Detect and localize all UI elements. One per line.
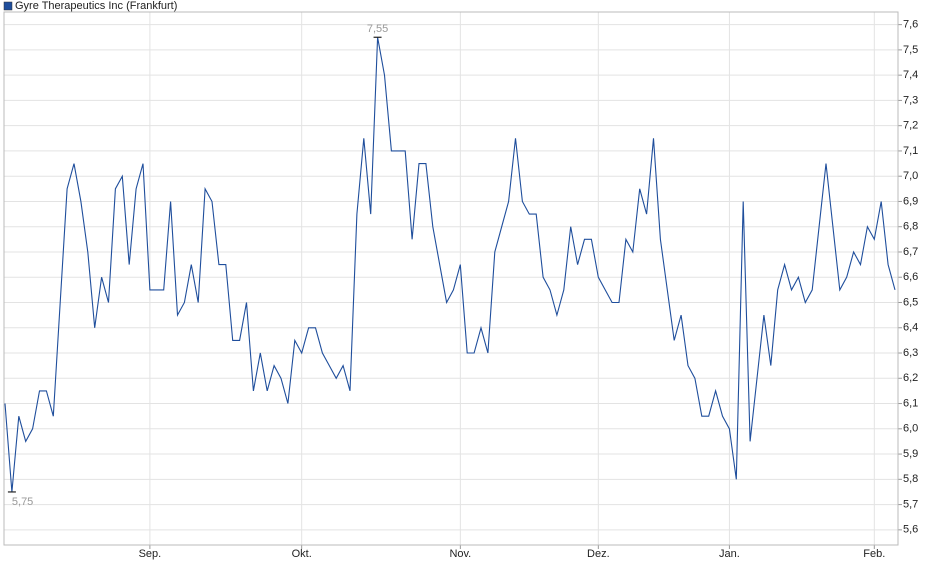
y-tick-label: 7,4 bbox=[903, 69, 918, 81]
x-tick-label: Jan. bbox=[719, 548, 740, 560]
y-tick-label: 6,5 bbox=[903, 296, 918, 308]
y-tick-label: 6,8 bbox=[903, 221, 918, 233]
y-tick-label: 5,7 bbox=[903, 498, 918, 510]
y-tick-label: 7,1 bbox=[903, 145, 918, 157]
x-tick-label: Sep. bbox=[139, 548, 162, 560]
y-tick-label: 7,0 bbox=[903, 170, 918, 182]
price-line bbox=[4, 37, 896, 493]
x-tick-label: Nov. bbox=[449, 548, 471, 560]
extreme-label: 7,55 bbox=[367, 23, 388, 35]
extreme-label: 5,75 bbox=[12, 496, 33, 508]
y-tick-label: 6,6 bbox=[903, 271, 918, 283]
legend-swatch bbox=[3, 1, 13, 11]
y-tick-label: 7,6 bbox=[903, 19, 918, 31]
y-tick-label: 6,0 bbox=[903, 423, 918, 435]
legend-label: Gyre Therapeutics Inc (Frankfurt) bbox=[15, 0, 177, 12]
x-tick-label: Feb. bbox=[863, 548, 885, 560]
plot-border bbox=[3, 11, 899, 546]
y-tick-label: 6,4 bbox=[903, 322, 918, 334]
y-tick-label: 6,9 bbox=[903, 195, 918, 207]
y-tick-label: 7,2 bbox=[903, 120, 918, 132]
y-tick-label: 6,2 bbox=[903, 372, 918, 384]
x-tick-label: Dez. bbox=[587, 548, 610, 560]
y-tick-label: 7,5 bbox=[903, 44, 918, 56]
y-tick-label: 7,3 bbox=[903, 94, 918, 106]
y-tick-label: 5,6 bbox=[903, 524, 918, 536]
y-tick-label: 5,8 bbox=[903, 473, 918, 485]
y-tick-label: 6,3 bbox=[903, 347, 918, 359]
y-tick-label: 6,7 bbox=[903, 246, 918, 258]
y-tick-label: 6,1 bbox=[903, 397, 918, 409]
x-tick-label: Okt. bbox=[292, 548, 312, 560]
y-tick-label: 5,9 bbox=[903, 448, 918, 460]
